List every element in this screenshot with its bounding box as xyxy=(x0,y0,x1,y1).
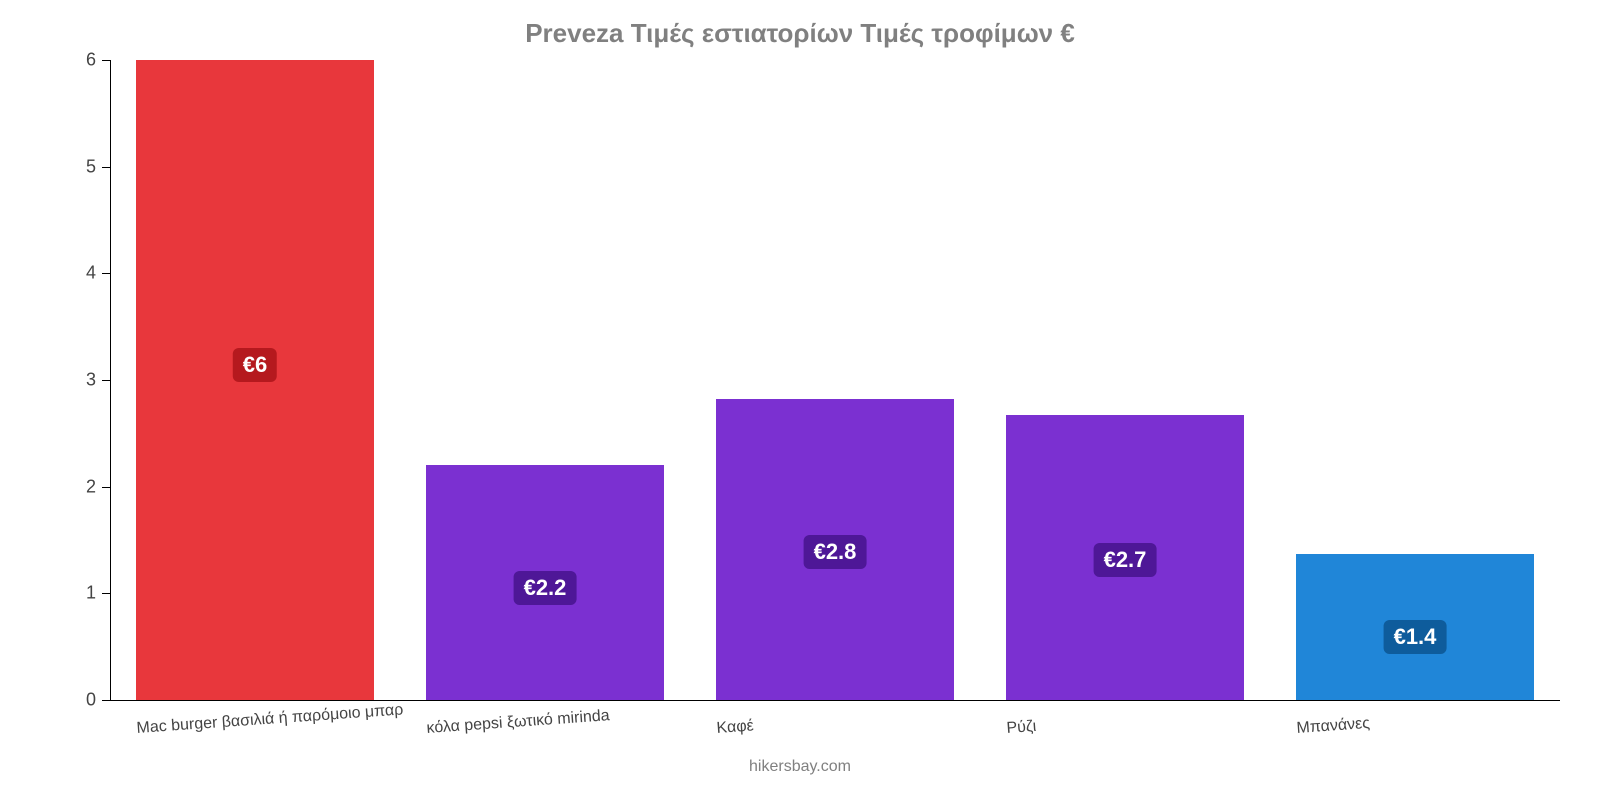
x-tick-label: κόλα pepsi ξωτικό mirinda xyxy=(426,707,610,738)
source-label: hikersbay.com xyxy=(0,758,1600,776)
y-tick-label: 4 xyxy=(86,263,96,284)
x-tick-label: Mac burger βασιλιά ή παρόμοιο μπαρ xyxy=(136,701,404,738)
y-axis-line xyxy=(110,60,111,700)
y-tick-mark xyxy=(102,380,110,381)
y-tick-mark xyxy=(102,167,110,168)
y-tick-label: 6 xyxy=(86,50,96,71)
y-tick-label: 1 xyxy=(86,583,96,604)
x-tick-label: Ρύζι xyxy=(1006,718,1037,738)
bar-value-label: €2.7 xyxy=(1094,543,1157,577)
bar-value-label: €2.2 xyxy=(514,571,577,605)
x-tick-label: Καφέ xyxy=(716,717,754,738)
plot-area: 0123456€6Mac burger βασιλιά ή παρόμοιο μ… xyxy=(110,60,1560,700)
y-tick-label: 3 xyxy=(86,370,96,391)
chart-container: Preveza Τιμές εστιατορίων Τιμές τροφίμων… xyxy=(0,0,1600,800)
bar-value-label: €1.4 xyxy=(1384,620,1447,654)
bar-value-label: €2.8 xyxy=(804,535,867,569)
y-tick-mark xyxy=(102,487,110,488)
y-tick-mark xyxy=(102,60,110,61)
chart-title: Preveza Τιμές εστιατορίων Τιμές τροφίμων… xyxy=(0,18,1600,49)
y-tick-mark xyxy=(102,700,110,701)
y-tick-mark xyxy=(102,273,110,274)
x-axis-line xyxy=(110,700,1560,701)
bar-value-label: €6 xyxy=(233,348,277,382)
y-tick-label: 0 xyxy=(86,690,96,711)
y-tick-mark xyxy=(102,593,110,594)
y-tick-label: 5 xyxy=(86,156,96,177)
y-tick-label: 2 xyxy=(86,476,96,497)
x-tick-label: Μπανάνες xyxy=(1296,715,1371,738)
